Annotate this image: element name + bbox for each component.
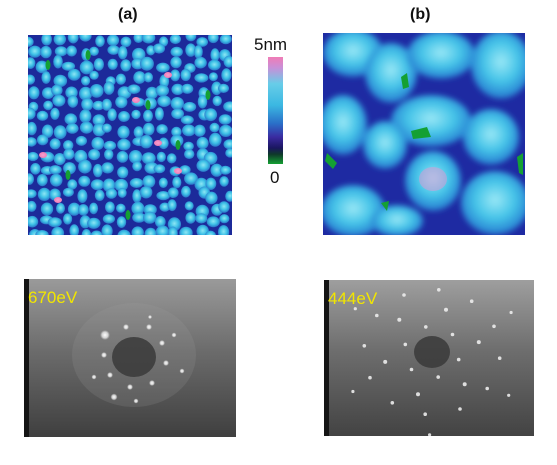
colorbar-max-label: 5nm: [254, 35, 288, 54]
afm-image-a: [28, 35, 232, 235]
afm-image-b: [323, 33, 525, 235]
height-colorbar: [268, 57, 283, 164]
leed-pattern-a: 670eV: [24, 279, 236, 437]
leed-energy-label-b: 444eV: [328, 289, 378, 308]
colorbar-min-label: 0: [270, 168, 280, 187]
leed-pattern-b: 444eV: [324, 280, 536, 438]
leed-energy-label-a: 670eV: [28, 288, 78, 307]
panel-label-a: (a): [118, 6, 138, 23]
panel-label-b: (b): [410, 6, 431, 23]
